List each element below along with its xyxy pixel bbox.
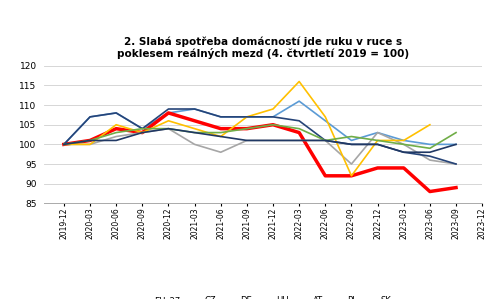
Legend: EU_27, CZ, DE, HU, AT, PL, SK: EU_27, CZ, DE, HU, AT, PL, SK xyxy=(131,293,395,299)
Title: 2. Slabá spotřeba domácností jde ruku v ruce s
poklesem reálných mezd (4. čtvrtl: 2. Slabá spotřeba domácností jde ruku v … xyxy=(117,36,409,60)
